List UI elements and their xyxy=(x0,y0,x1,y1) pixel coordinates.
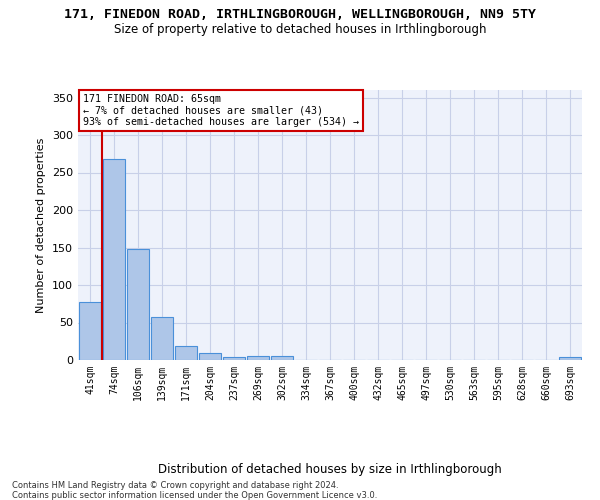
Bar xyxy=(271,356,293,360)
Bar xyxy=(175,346,197,360)
Bar xyxy=(79,302,101,360)
Bar xyxy=(247,356,269,360)
Text: Distribution of detached houses by size in Irthlingborough: Distribution of detached houses by size … xyxy=(158,462,502,475)
Text: 171 FINEDON ROAD: 65sqm
← 7% of detached houses are smaller (43)
93% of semi-det: 171 FINEDON ROAD: 65sqm ← 7% of detached… xyxy=(83,94,359,127)
Text: Size of property relative to detached houses in Irthlingborough: Size of property relative to detached ho… xyxy=(114,22,486,36)
Text: Contains HM Land Registry data © Crown copyright and database right 2024.: Contains HM Land Registry data © Crown c… xyxy=(12,481,338,490)
Bar xyxy=(559,357,581,360)
Y-axis label: Number of detached properties: Number of detached properties xyxy=(37,138,46,312)
Text: Contains public sector information licensed under the Open Government Licence v3: Contains public sector information licen… xyxy=(12,491,377,500)
Text: 171, FINEDON ROAD, IRTHLINGBOROUGH, WELLINGBOROUGH, NN9 5TY: 171, FINEDON ROAD, IRTHLINGBOROUGH, WELL… xyxy=(64,8,536,20)
Bar xyxy=(199,352,221,360)
Bar xyxy=(223,357,245,360)
Bar xyxy=(127,249,149,360)
Bar xyxy=(103,159,125,360)
Bar xyxy=(151,316,173,360)
